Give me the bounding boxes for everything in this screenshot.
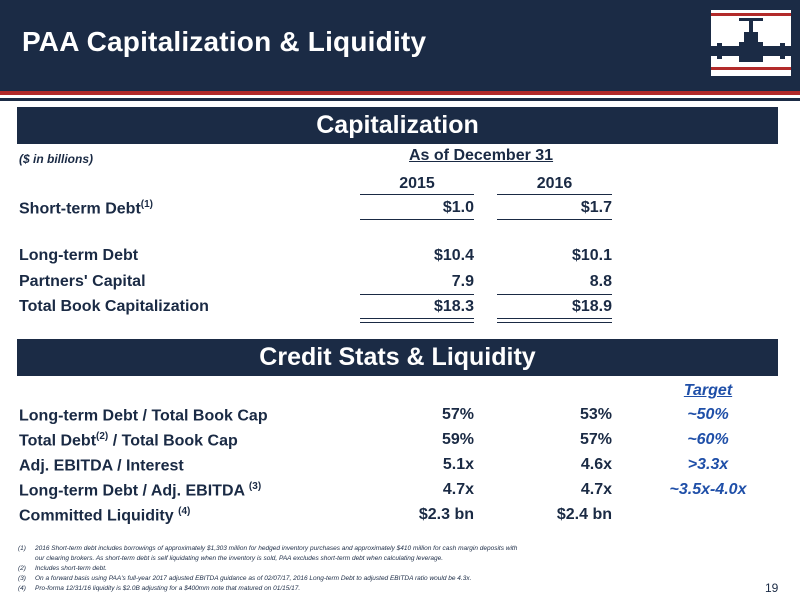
committed-liquidity-2016: $2.4 bn xyxy=(556,506,612,523)
partners-capital-2015: 7.9 xyxy=(451,273,474,290)
short-term-underline-2015 xyxy=(360,219,474,220)
short-term-debt-2015: $1.0 xyxy=(442,199,474,216)
ltd-ebitda-2015: 4.7x xyxy=(442,481,474,498)
as-of-header: As of December 31 xyxy=(409,147,554,164)
total-double-underline-2015 xyxy=(360,318,474,323)
ebitda-interest-target: >3.3x xyxy=(687,456,729,473)
partners-underline-2015 xyxy=(360,294,474,295)
footnote-ref-1: (1) xyxy=(140,199,154,210)
footnote-ref-2: (2) xyxy=(96,431,109,442)
footnote-ref-3: (3) xyxy=(248,481,262,492)
credit-label-text: Long-term Debt / Adj. EBITDA xyxy=(19,482,249,500)
row-label-total-book-cap: Total Book Capitalization xyxy=(19,298,209,315)
ltd-ebitda-target: ~3.5x-4.0x xyxy=(669,481,747,498)
total-debt-book-cap-target: ~60% xyxy=(687,431,729,448)
footnote-ref-4: (4) xyxy=(178,506,191,517)
year-2015-header: 2015 xyxy=(360,175,474,195)
credit-row-label-ltd-book-cap: Long-term Debt / Total Book Cap xyxy=(19,406,268,425)
credit-label-text: Total Debt xyxy=(19,432,97,450)
row-label-partners-capital: Partners' Capital xyxy=(19,273,146,290)
credit-stats-banner: Credit Stats & Liquidity xyxy=(17,339,778,376)
row-label-long-term-debt: Long-term Debt xyxy=(19,247,139,264)
total-book-cap-2015: $18.3 xyxy=(433,298,474,315)
footnote-number: (3) xyxy=(18,575,26,582)
target-column-header: Target xyxy=(683,382,733,399)
credit-label-text-post: / Total Book Cap xyxy=(108,432,238,450)
short-term-debt-label: Short-term Debt xyxy=(19,200,141,218)
credit-row-label-ltd-ebitda: Long-term Debt / Adj. EBITDA (3) xyxy=(19,481,261,500)
partners-underline-2016 xyxy=(497,294,612,295)
committed-liquidity-2015: $2.3 bn xyxy=(418,506,474,523)
footnote-number: (1) xyxy=(18,545,26,552)
header-white-stripe xyxy=(0,95,800,98)
credit-row-label-total-debt-book-cap: Total Debt(2) / Total Book Cap xyxy=(19,431,238,450)
ltd-book-cap-2016: 53% xyxy=(579,406,612,423)
credit-label-text: Long-term Debt / Total Book Cap xyxy=(19,407,268,425)
footnote-text: 2016 Short-term debt includes borrowings… xyxy=(35,545,518,552)
credit-label-text: Committed Liquidity xyxy=(19,507,179,525)
ltd-book-cap-target: ~50% xyxy=(687,406,729,423)
capitalization-banner: Capitalization xyxy=(17,107,778,144)
footnote-number: (4) xyxy=(18,585,26,592)
long-term-debt-2015: $10.4 xyxy=(433,247,474,264)
ltd-book-cap-2015: 57% xyxy=(441,406,474,423)
long-term-debt-2016: $10.1 xyxy=(571,247,612,264)
total-debt-book-cap-2016: 57% xyxy=(579,431,612,448)
row-label-short-term-debt: Short-term Debt(1) xyxy=(19,199,153,218)
footnote-text: our clearing brokers. As short-term debt… xyxy=(35,555,444,562)
credit-row-label-committed-liquidity: Committed Liquidity (4) xyxy=(19,506,190,525)
page-title: PAA Capitalization & Liquidity xyxy=(22,26,427,57)
short-term-underline-2016 xyxy=(497,219,612,220)
year-2016-header: 2016 xyxy=(497,175,612,195)
footnote-text: Includes short-term debt. xyxy=(35,565,107,572)
footnote-text: On a forward basis using PAA's full-year… xyxy=(35,575,472,582)
company-logo xyxy=(711,10,791,76)
total-debt-book-cap-2015: 59% xyxy=(441,431,474,448)
partners-capital-2016: 8.8 xyxy=(589,273,612,290)
ebitda-interest-2016: 4.6x xyxy=(580,456,612,473)
total-double-underline-2016 xyxy=(497,318,612,323)
units-note: ($ in billions) xyxy=(19,152,93,166)
ebitda-interest-2015: 5.1x xyxy=(442,456,474,473)
footnote-text: Pro-forma 12/31/16 liquidity is $2.0B ad… xyxy=(35,585,301,592)
total-book-cap-2016: $18.9 xyxy=(571,298,612,315)
credit-label-text: Adj. EBITDA / Interest xyxy=(19,457,184,475)
page-number: 19 xyxy=(765,581,779,595)
valve-logo-icon xyxy=(711,13,791,70)
credit-row-label-ebitda-interest: Adj. EBITDA / Interest xyxy=(19,456,184,475)
header-red-stripe xyxy=(0,91,800,95)
header-bar: PAA Capitalization & Liquidity xyxy=(0,0,800,91)
short-term-debt-2016: $1.7 xyxy=(580,199,612,216)
footnote-number: (2) xyxy=(18,565,26,572)
header-navy-stripe xyxy=(0,98,800,101)
ltd-ebitda-2016: 4.7x xyxy=(580,481,612,498)
